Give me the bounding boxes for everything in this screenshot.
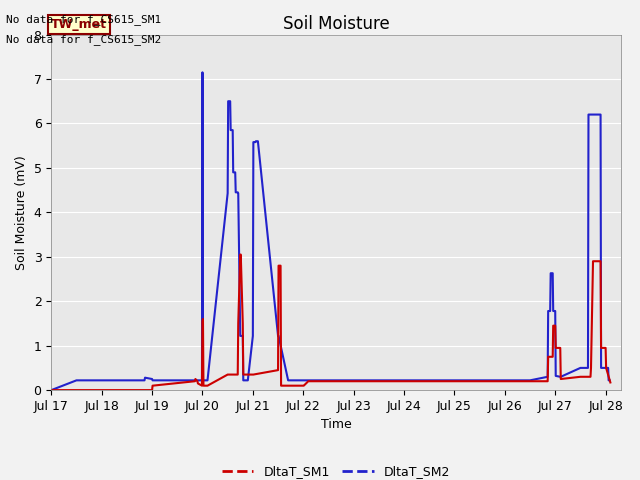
Text: No data for f_CS615_SM2: No data for f_CS615_SM2 [6,34,162,45]
Y-axis label: Soil Moisture (mV): Soil Moisture (mV) [15,155,28,270]
X-axis label: Time: Time [321,419,351,432]
Title: Soil Moisture: Soil Moisture [283,15,389,33]
Text: No data for f_CS615_SM1: No data for f_CS615_SM1 [6,14,162,25]
Text: TW_met: TW_met [51,18,108,31]
Legend: DltaT_SM1, DltaT_SM2: DltaT_SM1, DltaT_SM2 [217,460,455,480]
